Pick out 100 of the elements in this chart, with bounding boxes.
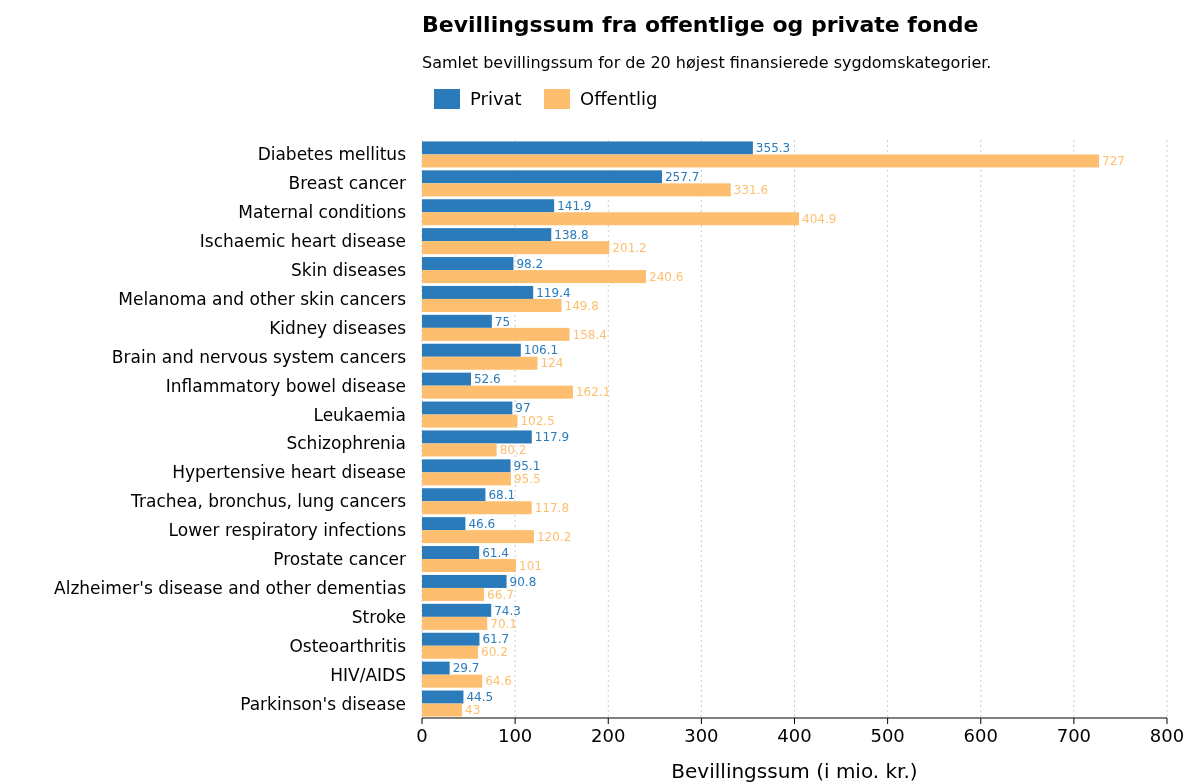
bar <box>422 372 471 386</box>
bar <box>422 401 513 415</box>
bar <box>422 616 488 630</box>
data-label: 97 <box>515 401 531 416</box>
x-axis-title: Bevillingssum (i mio. kr.) <box>671 759 918 783</box>
bar <box>422 343 521 357</box>
bar <box>422 517 466 531</box>
bar <box>422 574 507 588</box>
bar <box>422 183 731 197</box>
y-tick-label: HIV/AIDS <box>330 664 406 685</box>
bar <box>422 703 463 717</box>
bar <box>422 356 538 370</box>
bar <box>422 530 534 544</box>
bar <box>422 270 647 284</box>
data-label: 119.4 <box>536 285 571 300</box>
bar <box>422 141 753 155</box>
y-tick-label: Diabetes mellitus <box>257 144 407 165</box>
bar <box>422 430 532 444</box>
bar <box>422 285 534 299</box>
data-label: 75 <box>494 314 511 329</box>
data-label: 331.6 <box>733 183 769 198</box>
data-label: 404.9 <box>802 211 837 226</box>
bar <box>422 212 800 226</box>
bar <box>422 546 480 560</box>
y-tick-label: Kidney diseases <box>269 317 407 338</box>
x-tick-label: 400 <box>777 725 812 746</box>
y-tick-label: Breast cancer <box>288 173 406 194</box>
bar <box>422 472 511 486</box>
x-tick-label: 0 <box>416 725 428 746</box>
data-label: 29.7 <box>452 661 480 676</box>
y-tick-label: Leukaemia <box>313 404 406 425</box>
bar <box>422 154 1100 168</box>
bar <box>422 488 486 502</box>
bar <box>422 459 511 473</box>
x-tick-label: 600 <box>963 725 998 746</box>
data-label: 120.2 <box>536 529 572 544</box>
data-label: 149.8 <box>564 298 599 313</box>
data-label: 117.9 <box>534 430 570 445</box>
bar <box>422 327 570 341</box>
data-label: 355.3 <box>755 141 791 156</box>
y-tick-label: Parkinson's disease <box>240 693 406 714</box>
data-label: 61.4 <box>482 545 509 560</box>
data-label: 61.7 <box>482 632 510 647</box>
y-tick-label: Brain and nervous system cancers <box>111 346 407 367</box>
x-tick-label: 200 <box>591 725 626 746</box>
y-tick-label: Inflammatory bowel disease <box>165 375 406 396</box>
chart-title: Bevillingssum fra offentlige og private fonde <box>422 12 979 37</box>
bar <box>422 661 450 675</box>
data-label: 106.1 <box>523 343 559 358</box>
data-label: 52.6 <box>473 372 501 387</box>
bar <box>422 257 514 271</box>
data-label: 43 <box>465 703 481 718</box>
data-label: 74.3 <box>494 603 521 618</box>
y-tick-label: Osteoarthritis <box>289 635 407 656</box>
y-tick-label: Alzheimer's disease and other dementias <box>54 577 407 598</box>
x-tick-label: 500 <box>870 725 905 746</box>
legend-label: Privat <box>470 88 522 110</box>
data-label: 70.1 <box>490 616 517 631</box>
data-label: 117.8 <box>534 500 570 515</box>
bar <box>422 298 562 312</box>
data-label: 240.6 <box>649 269 684 284</box>
data-label: 64.6 <box>485 674 512 689</box>
data-label: 138.8 <box>554 227 589 242</box>
y-tick-label: Melanoma and other skin cancers <box>118 288 407 309</box>
x-tick-label: 100 <box>497 725 533 746</box>
bar <box>422 603 492 617</box>
data-label: 68.1 <box>488 487 516 502</box>
data-label: 201.2 <box>612 240 647 255</box>
data-label: 141.9 <box>557 198 592 213</box>
data-label: 727 <box>1102 154 1125 169</box>
bar <box>422 228 552 242</box>
data-label: 44.5 <box>466 690 494 705</box>
data-label: 102.5 <box>520 414 555 429</box>
bar <box>422 385 573 399</box>
bar <box>422 443 497 457</box>
y-tick-label: Stroke <box>351 606 406 627</box>
data-label: 60.2 <box>481 645 508 660</box>
bar <box>422 199 555 213</box>
bar <box>422 559 517 573</box>
data-label: 46.6 <box>468 516 496 531</box>
bar <box>422 170 662 184</box>
bar <box>422 645 479 659</box>
bar <box>422 501 532 515</box>
data-label: 95.1 <box>513 459 541 474</box>
data-label: 124 <box>540 356 564 371</box>
bar <box>422 587 485 601</box>
data-label: 95.5 <box>513 472 541 487</box>
bar <box>422 241 610 255</box>
y-tick-label: Prostate cancer <box>273 549 406 569</box>
bar <box>422 674 483 688</box>
data-label: 66.7 <box>487 587 514 602</box>
data-label: 158.4 <box>572 327 607 342</box>
data-label: 98.2 <box>516 256 544 271</box>
x-tick-label: 800 <box>1149 725 1185 746</box>
y-tick-label: Trachea, bronchus, lung cancers <box>130 491 407 512</box>
y-tick-label: Maternal conditions <box>238 202 407 223</box>
y-tick-label: Ischaemic heart disease <box>199 231 406 252</box>
x-tick-label: 700 <box>1056 725 1092 746</box>
y-tick-label: Hypertensive heart disease <box>172 462 406 483</box>
bar <box>422 632 480 646</box>
